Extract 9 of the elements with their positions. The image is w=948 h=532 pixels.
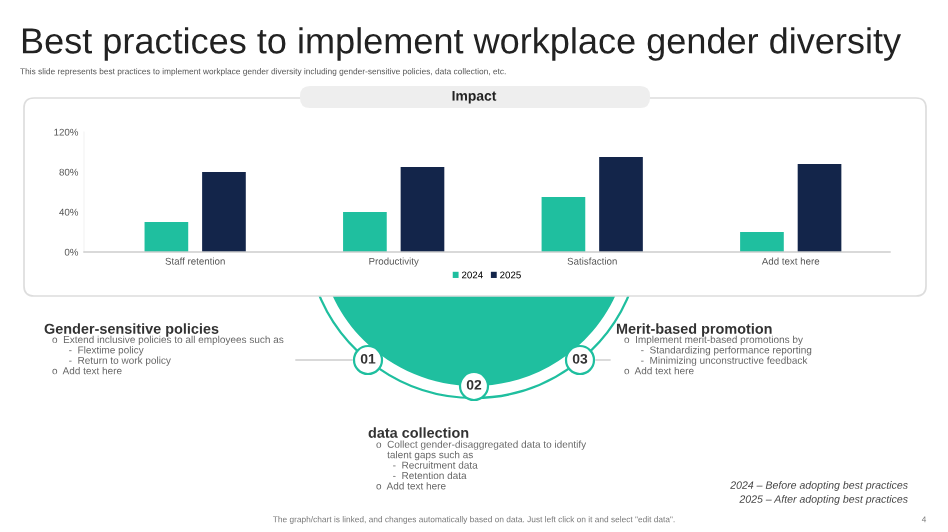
bar xyxy=(797,164,842,252)
bar xyxy=(144,222,189,252)
bar xyxy=(599,157,643,252)
bar xyxy=(202,172,246,252)
bar xyxy=(541,197,586,252)
bar xyxy=(740,232,784,252)
bar xyxy=(343,212,387,252)
chart-title: Best practices to implement workplace gender diversity xyxy=(22,27,902,61)
bar xyxy=(400,167,445,252)
